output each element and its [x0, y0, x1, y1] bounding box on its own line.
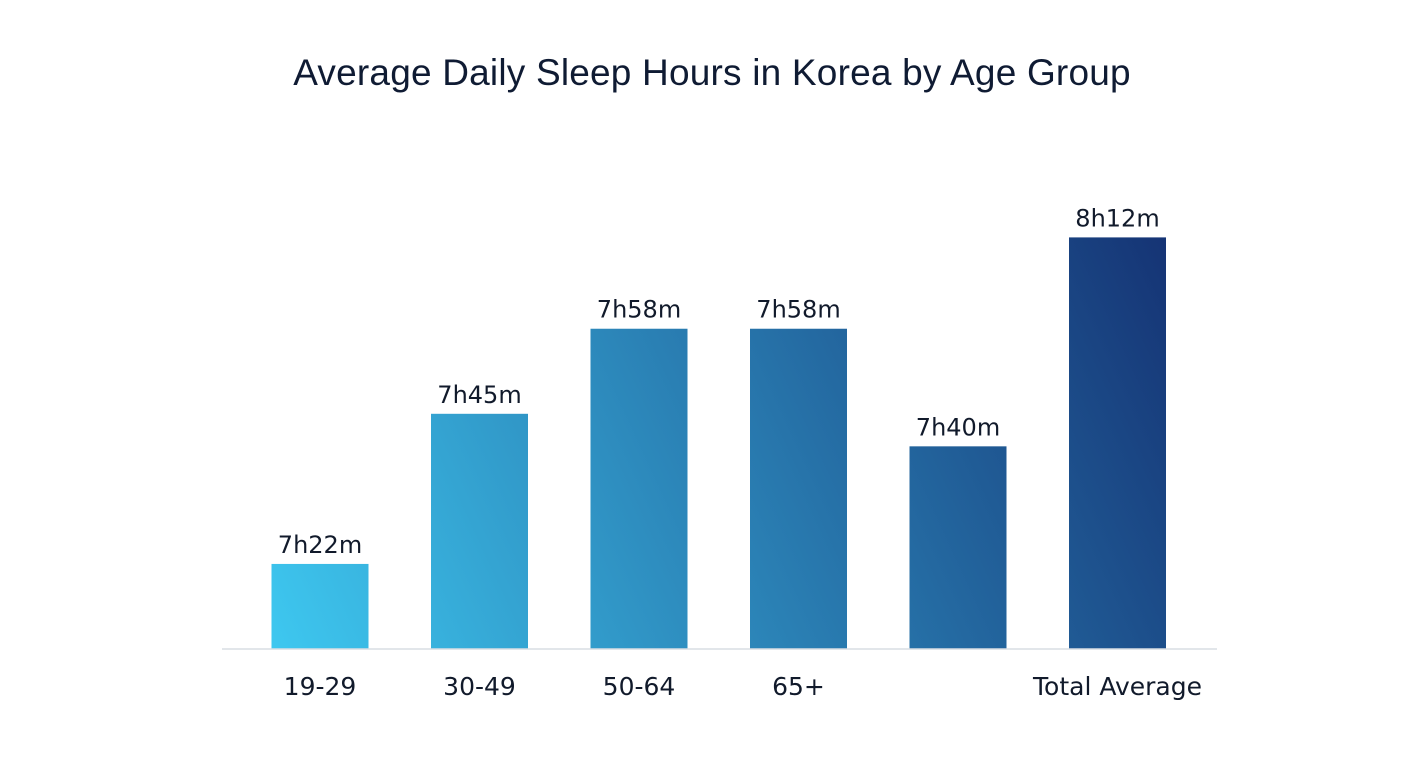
- value-label-1: 7h22m: [278, 531, 362, 559]
- x-tick-label-4: 65+: [772, 672, 825, 701]
- value-labels-layer: 7h22m 7h45m 7h58m 7h58m 7h40m 8h12m: [278, 204, 1160, 559]
- bar-3: [590, 328, 688, 649]
- bar-1: [271, 563, 369, 649]
- x-tick-labels-layer: 19-29 30-49 50-64 65+ Total Average: [284, 672, 1202, 701]
- bar-4: [750, 328, 847, 649]
- value-label-5: 7h40m: [916, 413, 1000, 441]
- value-label-3: 7h58m: [597, 296, 681, 324]
- x-tick-label-1: 19-29: [284, 672, 357, 701]
- chart-title: Average Daily Sleep Hours in Korea by Ag…: [293, 52, 1131, 93]
- x-tick-label-6: Total Average: [1032, 672, 1202, 701]
- bar-6: [1069, 237, 1166, 649]
- bar-2: [431, 413, 528, 649]
- bar-5: [909, 446, 1007, 649]
- value-label-2: 7h45m: [437, 381, 521, 409]
- value-label-6: 8h12m: [1075, 204, 1159, 232]
- x-tick-label-3: 50-64: [603, 672, 676, 701]
- bars-layer: [271, 237, 1166, 649]
- value-label-4: 7h58m: [756, 296, 840, 324]
- x-tick-label-2: 30-49: [443, 672, 516, 701]
